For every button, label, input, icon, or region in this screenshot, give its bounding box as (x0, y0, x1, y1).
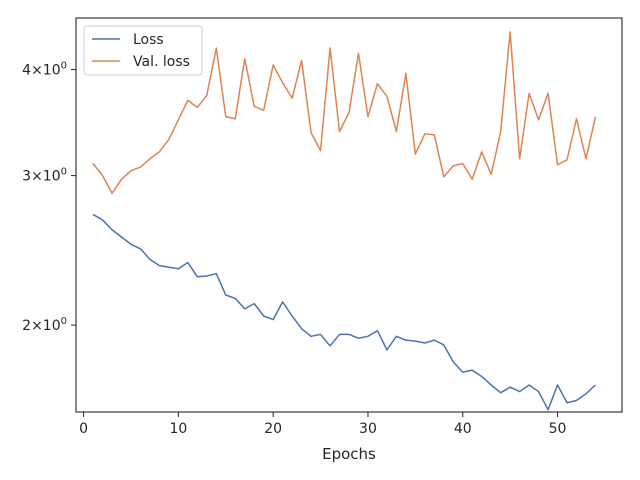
legend-label-loss: Loss (133, 32, 164, 48)
y-axis: 2×100 3×100 4×100 (22, 61, 76, 334)
legend-label-val-loss: Val. loss (133, 54, 190, 70)
x-tick-label: 0 (79, 421, 88, 437)
legend: Loss Val. loss (83, 25, 203, 76)
x-tick-label: 30 (359, 421, 377, 437)
series-layer (92, 31, 597, 411)
x-tick-label: 50 (549, 421, 567, 437)
y-tick-label: 4×100 (22, 61, 67, 79)
y-tick-label: 3×100 (22, 167, 67, 185)
x-axis: 0 10 20 30 40 50 (79, 412, 566, 437)
y-tick-label: 2×100 (22, 316, 67, 334)
x-tick-label: 20 (264, 421, 282, 437)
x-tick-label: 40 (454, 421, 472, 437)
x-axis-title: Epochs (322, 445, 376, 463)
x-tick-label: 10 (169, 421, 187, 437)
plot-frame (75, 17, 623, 413)
series-line-val-loss (92, 31, 597, 194)
series-line-loss (92, 213, 596, 411)
